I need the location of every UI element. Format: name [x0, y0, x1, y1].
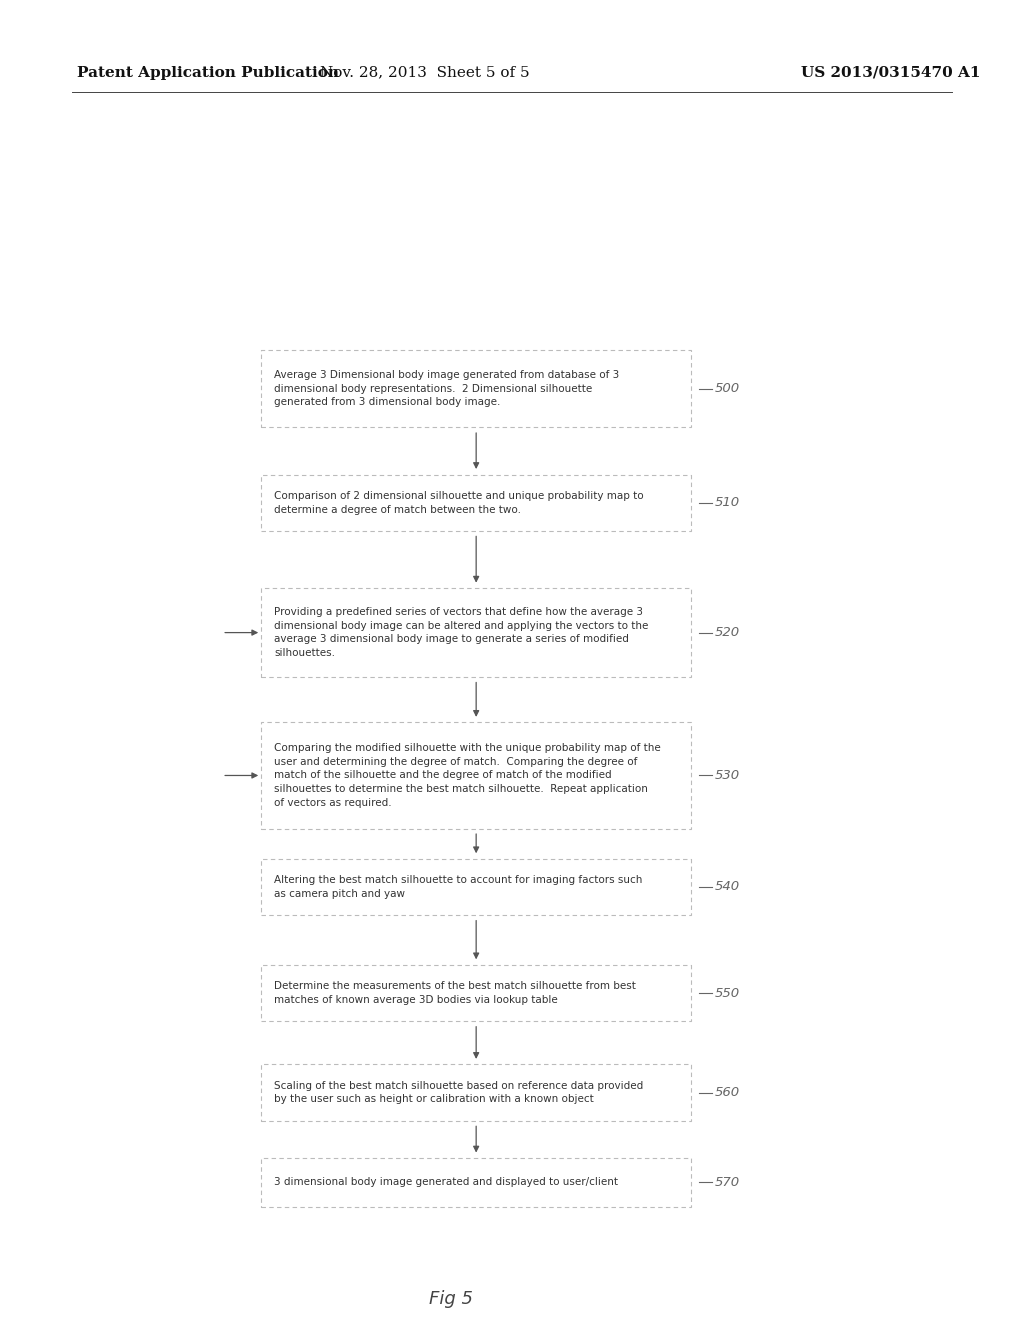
Text: Nov. 28, 2013  Sheet 5 of 5: Nov. 28, 2013 Sheet 5 of 5: [321, 66, 529, 79]
Text: Scaling of the best match silhouette based on reference data provided
by the use: Scaling of the best match silhouette bas…: [274, 1081, 644, 1105]
FancyBboxPatch shape: [261, 965, 691, 1022]
FancyBboxPatch shape: [261, 859, 691, 915]
Text: 570: 570: [715, 1176, 740, 1189]
Text: 510: 510: [715, 496, 740, 510]
Text: 540: 540: [715, 880, 740, 894]
FancyBboxPatch shape: [261, 350, 691, 428]
FancyBboxPatch shape: [261, 475, 691, 531]
Text: Determine the measurements of the best match silhouette from best
matches of kno: Determine the measurements of the best m…: [274, 981, 636, 1005]
FancyBboxPatch shape: [261, 1158, 691, 1206]
Text: Providing a predefined series of vectors that define how the average 3
dimension: Providing a predefined series of vectors…: [274, 607, 649, 657]
Text: 530: 530: [715, 770, 740, 781]
Text: Comparison of 2 dimensional silhouette and unique probability map to
determine a: Comparison of 2 dimensional silhouette a…: [274, 491, 644, 515]
Text: Altering the best match silhouette to account for imaging factors such
as camera: Altering the best match silhouette to ac…: [274, 875, 643, 899]
Text: US 2013/0315470 A1: US 2013/0315470 A1: [801, 66, 981, 79]
Text: Patent Application Publication: Patent Application Publication: [77, 66, 339, 79]
FancyBboxPatch shape: [261, 722, 691, 829]
FancyBboxPatch shape: [261, 589, 691, 677]
Text: 3 dimensional body image generated and displayed to user/client: 3 dimensional body image generated and d…: [274, 1177, 618, 1188]
Text: 500: 500: [715, 381, 740, 395]
Text: 560: 560: [715, 1086, 740, 1100]
Text: 520: 520: [715, 626, 740, 639]
FancyBboxPatch shape: [261, 1064, 691, 1121]
Text: 550: 550: [715, 986, 740, 999]
Text: Comparing the modified silhouette with the unique probability map of the
user an: Comparing the modified silhouette with t…: [274, 743, 662, 808]
Text: Average 3 Dimensional body image generated from database of 3
dimensional body r: Average 3 Dimensional body image generat…: [274, 370, 620, 407]
Text: Fig 5: Fig 5: [429, 1291, 472, 1308]
